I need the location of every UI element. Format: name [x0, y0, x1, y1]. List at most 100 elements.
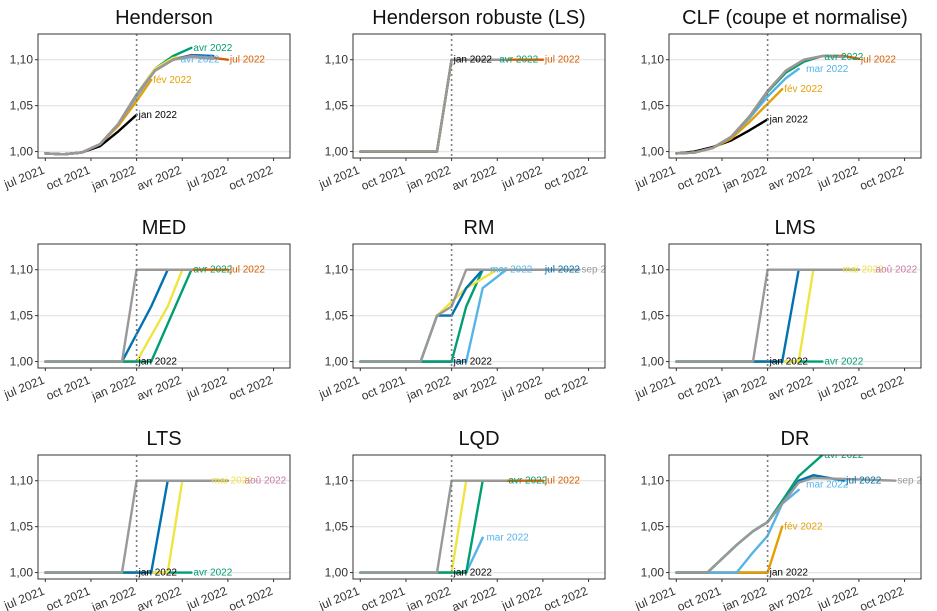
y-tick-label: 1,05	[641, 309, 665, 323]
panel-title: LQD	[458, 428, 499, 450]
x-tick-label: oct 2022	[542, 373, 590, 403]
x-tick-label: oct 2021	[44, 373, 92, 403]
x-tick-label: oct 2022	[227, 373, 275, 403]
x-tick-label: jul 2021	[316, 584, 361, 611]
x-tick-label: oct 2022	[542, 163, 590, 193]
x-tick-label: oct 2021	[359, 584, 407, 611]
y-tick-label: 1,00	[641, 355, 665, 369]
series-group: jan 2022 fév 2022 mar 2022 avr 2022 jul 2022…	[675, 450, 937, 579]
series-label: jan 2022	[453, 568, 493, 579]
panel-frame	[37, 33, 291, 159]
y-tick-label: 1,00	[10, 566, 34, 580]
panel-title: Henderson robuste (LS)	[372, 7, 585, 29]
series-label: avr 2022	[508, 476, 547, 487]
series-line-mar-2022	[675, 67, 800, 155]
y-tick-label: 1,10	[325, 474, 349, 488]
panel-frame	[668, 454, 922, 580]
x-tick-label: jul 2021	[1, 373, 46, 402]
x-tick-label: oct 2021	[359, 373, 407, 403]
x-tick-label: jul 2021	[632, 163, 677, 192]
series-line-mai-2022	[44, 53, 202, 156]
y-tick-label: 1,05	[641, 520, 665, 534]
x-tick-label: avr 2022	[135, 373, 184, 404]
series-label: mar 2022	[486, 533, 529, 544]
series-label: aoû 2022	[876, 265, 918, 276]
x-tick-label: avr 2022	[135, 584, 184, 611]
y-tick-label: 1,00	[325, 355, 349, 369]
panel-frame	[668, 33, 922, 159]
series-label: jan 2022	[453, 55, 493, 66]
series-label: mar 2022	[806, 479, 849, 490]
y-tick-label: 1,10	[325, 53, 349, 67]
y-tick-label: 1,05	[641, 99, 665, 113]
series-line-sep-2022	[44, 55, 215, 156]
y-tick-label: 1,10	[10, 53, 34, 67]
x-tick-label: jan 2022	[404, 163, 453, 194]
series-label: sep 2022	[897, 476, 937, 487]
series-line-sep-2022	[359, 268, 581, 363]
series-label: jul 2022	[544, 476, 580, 487]
series-line-avr-2022	[675, 455, 824, 574]
x-tick-label: oct 2022	[858, 373, 906, 403]
series-label: jan 2022	[769, 357, 809, 368]
y-tick-label: 1,05	[325, 99, 349, 113]
panel-3: CLF (coupe et normalise) 1,00 1,05 1,10 jul …	[632, 7, 922, 194]
series-label: jul 2022	[544, 55, 580, 66]
series-label: jul 2022	[229, 55, 265, 66]
x-tick-label: jan 2022	[720, 584, 769, 611]
series-label: jan 2022	[453, 357, 493, 368]
x-tick-label: oct 2021	[44, 163, 92, 193]
series-line-jan-2022	[675, 118, 769, 155]
x-tick-label: jul 2022	[815, 163, 860, 192]
y-tick-label: 1,00	[10, 145, 34, 159]
panel-frame	[37, 243, 291, 369]
panel-frame	[352, 243, 606, 369]
y-tick-label: 1,00	[10, 355, 34, 369]
x-tick-label: oct 2021	[675, 584, 723, 611]
x-tick-label: jul 2022	[184, 163, 229, 192]
x-tick-label: jan 2022	[720, 163, 769, 194]
x-tick-label: avr 2022	[766, 584, 815, 611]
x-tick-label: jul 2021	[1, 163, 46, 192]
x-tick-label: jul 2022	[499, 373, 544, 402]
x-tick-label: avr 2022	[135, 163, 184, 194]
y-tick-label: 1,10	[10, 263, 34, 277]
x-tick-label: jul 2021	[1, 584, 46, 611]
x-tick-label: avr 2022	[766, 163, 815, 194]
panel-frame	[668, 243, 922, 369]
series-label: avr 2022	[824, 450, 863, 461]
series-label: jul 2022	[229, 265, 265, 276]
x-tick-label: oct 2021	[359, 163, 407, 193]
series-label: fév 2022	[784, 522, 823, 533]
series-label: mai 2022	[212, 476, 254, 487]
x-tick-label: jan 2022	[720, 373, 769, 404]
series-line-sep-2022	[44, 268, 193, 363]
series-label: avr 2022	[499, 55, 538, 66]
series-label: aoû 2022	[245, 476, 287, 487]
x-tick-label: jan 2022	[404, 584, 453, 611]
series-label: mar 2022	[490, 265, 533, 276]
panel-title: Henderson	[115, 7, 213, 29]
x-tick-label: jan 2022	[89, 373, 138, 404]
series-label: jan 2022	[138, 110, 178, 121]
panel-title: LTS	[146, 428, 181, 450]
x-tick-label: avr 2022	[450, 373, 499, 404]
x-tick-label: oct 2021	[675, 373, 723, 403]
panel-title: CLF (coupe et normalise)	[682, 7, 908, 29]
series-label: avr 2022	[824, 357, 863, 368]
series-label: jul 2022	[860, 55, 896, 66]
panel-frame	[37, 454, 291, 580]
series-label: jan 2022	[138, 357, 178, 368]
series-group: jan 2022 avr 2022 jul 2022	[359, 55, 580, 153]
series-line-sep-2022	[44, 479, 230, 574]
